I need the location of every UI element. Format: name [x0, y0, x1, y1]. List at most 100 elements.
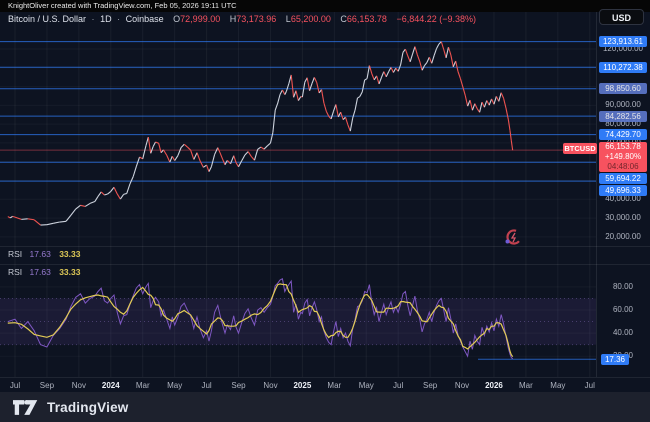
price-line-segment — [7, 216, 11, 219]
price-line-segment — [335, 104, 339, 117]
time-axis-month-tick: Jul — [9, 381, 21, 390]
price-line-segment — [290, 74, 295, 98]
price-line-segment — [481, 101, 485, 108]
currency-toggle-button[interactable]: USD — [599, 9, 644, 25]
price-line-segment — [190, 149, 195, 160]
tradingview-wordmark[interactable]: TradingView — [47, 399, 129, 415]
price-line-segment — [142, 145, 147, 160]
price-axis[interactable] — [596, 12, 650, 377]
price-line-segment — [431, 55, 435, 64]
pane-divider[interactable] — [0, 264, 650, 265]
price-line-segment — [155, 141, 159, 144]
symbol-legend[interactable]: Bitcoin / U.S. Dollar · 1D · Coinbase O7… — [8, 14, 476, 24]
price-line-segment — [166, 154, 171, 163]
price-line-segment — [474, 103, 478, 109]
price-line-segment — [123, 192, 127, 195]
rsi-value: 17.63 — [29, 267, 51, 277]
time-axis-year-tick: 2024 — [101, 381, 120, 390]
price-line-segment — [313, 77, 318, 83]
price-line-segment — [238, 160, 243, 168]
price-line-segment — [104, 193, 108, 196]
price-line-segment — [450, 54, 454, 67]
rsi-value: 17.63 — [29, 249, 51, 259]
price-line-segment — [419, 61, 423, 71]
exchange-label[interactable]: Coinbase — [125, 14, 164, 24]
close-value: 66,153.78 — [346, 14, 387, 24]
footer-bar: TradingView — [0, 392, 650, 422]
price-line-segment — [354, 97, 359, 111]
price-series — [7, 41, 514, 226]
price-axis-tick: 40,000.00 — [605, 194, 641, 204]
price-line-segment — [145, 136, 149, 146]
time-axis-month-tick: Mar — [327, 381, 342, 390]
price-line-segment — [9, 215, 13, 219]
price-line-segment — [230, 155, 235, 164]
price-line-segment — [510, 140, 514, 151]
pane-divider[interactable] — [0, 246, 650, 247]
price-line-segment — [183, 143, 188, 148]
price-line-segment — [491, 98, 495, 105]
interval-label[interactable]: 1D — [100, 14, 112, 24]
price-line-segment — [443, 49, 447, 58]
rsi-ma-value: 33.33 — [59, 267, 81, 277]
legend-separator: · — [91, 14, 95, 24]
time-axis-month-tick: Sep — [422, 381, 438, 390]
price-line-segment — [371, 73, 375, 81]
time-axis[interactable]: Jul Sep Nov 2024 Mar May Jul Sep Nov 2025 Mar May Ju… — [0, 377, 650, 393]
price-line-segment — [373, 75, 378, 81]
price-line-segment — [70, 208, 77, 216]
price-line-segment — [495, 96, 500, 102]
price-line-segment — [347, 124, 351, 132]
price-line-segment — [110, 186, 115, 192]
price-line-segment — [459, 78, 464, 88]
price-line-segment — [208, 166, 212, 172]
price-line-segment — [65, 214, 72, 222]
rsi-pane-2-legend[interactable]: RSI 17.63 33.33 — [8, 267, 80, 277]
rsi-pane-1-legend[interactable]: RSI 17.63 33.33 — [8, 249, 80, 259]
price-line-segment — [187, 146, 192, 151]
price-line-segment — [263, 145, 268, 150]
price-line-segment — [160, 149, 164, 154]
price-line-segment — [250, 156, 255, 161]
bar-countdown: 04:48:06 — [607, 162, 639, 172]
time-axis-month-tick: Nov — [454, 381, 470, 390]
price-line-segment — [21, 218, 28, 220]
price-axis-tick: 120,000.00 — [602, 44, 644, 53]
rsi-indicator-name[interactable]: RSI — [8, 249, 23, 259]
price-line-segment — [281, 89, 286, 95]
price-line-segment — [219, 152, 224, 160]
price-line-segment — [279, 89, 283, 95]
tradingview-logo-icon[interactable] — [13, 399, 39, 415]
price-level-label: 98,850.60 — [599, 83, 647, 95]
price-line-segment — [357, 96, 361, 99]
rsi-indicator-name[interactable]: RSI — [8, 267, 23, 277]
low-value: 65,200.00 — [290, 14, 331, 24]
price-line-segment — [260, 146, 265, 150]
rsi-axis-tick: 40.00 — [612, 328, 634, 338]
price-line-segment — [368, 65, 373, 74]
price-line-segment — [206, 164, 210, 172]
rsi-ma-line — [7, 283, 514, 358]
price-line-segment — [407, 55, 411, 62]
price-level-label: 59,694.22 — [599, 173, 647, 185]
price-line-segment — [445, 47, 450, 58]
price-line-segment — [100, 191, 105, 196]
price-line-segment — [352, 109, 356, 119]
price-line-segment — [462, 86, 466, 96]
price-line-segment — [126, 183, 131, 194]
price-line-segment — [59, 220, 67, 223]
price-line-segment — [388, 67, 392, 72]
price-line-segment — [455, 60, 459, 72]
price-line-segment — [210, 154, 216, 167]
price-line-segment — [135, 156, 141, 167]
price-line-segment — [503, 98, 507, 109]
price-line-segment — [309, 83, 313, 91]
symbol-title[interactable]: Bitcoin / U.S. Dollar — [8, 14, 87, 24]
price-axis-tick: 20,000.00 — [605, 231, 641, 241]
price-line-segment — [452, 60, 457, 68]
price-line-segment — [380, 71, 385, 78]
price-line-segment — [158, 143, 162, 153]
price-line-segment — [479, 102, 483, 113]
